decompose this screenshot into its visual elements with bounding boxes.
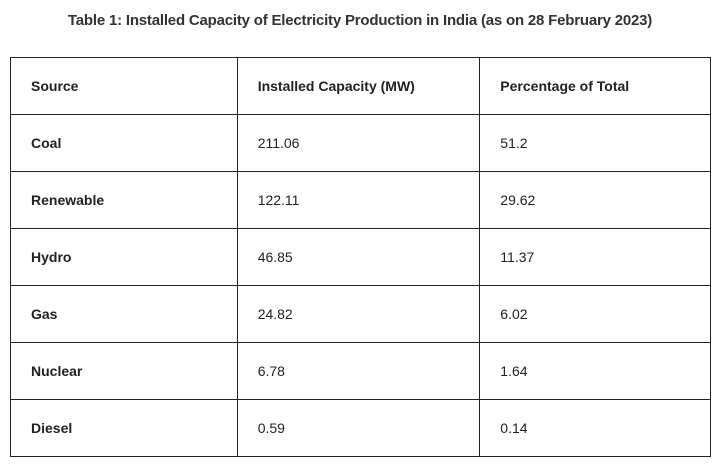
source-cell: Gas (10, 285, 238, 343)
capacity-table: Source Installed Capacity (MW) Percentag… (10, 57, 711, 457)
percent-cell: 0.14 (479, 399, 711, 457)
source-cell: Renewable (10, 171, 238, 229)
table-row: Gas 24.82 6.02 (10, 285, 711, 343)
table-row: Nuclear 6.78 1.64 (10, 342, 711, 400)
capacity-cell: 122.11 (236, 171, 481, 229)
table-row: Renewable 122.11 29.62 (10, 171, 711, 229)
percent-cell: 11.37 (479, 228, 711, 286)
header-percent: Percentage of Total (479, 57, 711, 115)
percent-cell: 6.02 (479, 285, 711, 343)
percent-cell: 29.62 (479, 171, 711, 229)
capacity-cell: 0.59 (236, 399, 481, 457)
table-row: Hydro 46.85 11.37 (10, 228, 711, 286)
capacity-cell: 6.78 (236, 342, 481, 400)
capacity-cell: 24.82 (236, 285, 481, 343)
table-header-row: Source Installed Capacity (MW) Percentag… (10, 57, 711, 115)
table-row: Diesel 0.59 0.14 (10, 399, 711, 457)
source-cell: Hydro (10, 228, 238, 286)
percent-cell: 51.2 (479, 114, 711, 172)
header-capacity: Installed Capacity (MW) (236, 57, 481, 115)
source-cell: Nuclear (10, 342, 238, 400)
source-cell: Coal (10, 114, 238, 172)
header-source: Source (10, 57, 238, 115)
table-title: Table 1: Installed Capacity of Electrici… (67, 12, 653, 29)
table-row: Coal 211.06 51.2 (10, 114, 711, 172)
percent-cell: 1.64 (479, 342, 711, 400)
source-cell: Diesel (10, 399, 238, 457)
capacity-cell: 46.85 (236, 228, 481, 286)
capacity-cell: 211.06 (236, 114, 481, 172)
